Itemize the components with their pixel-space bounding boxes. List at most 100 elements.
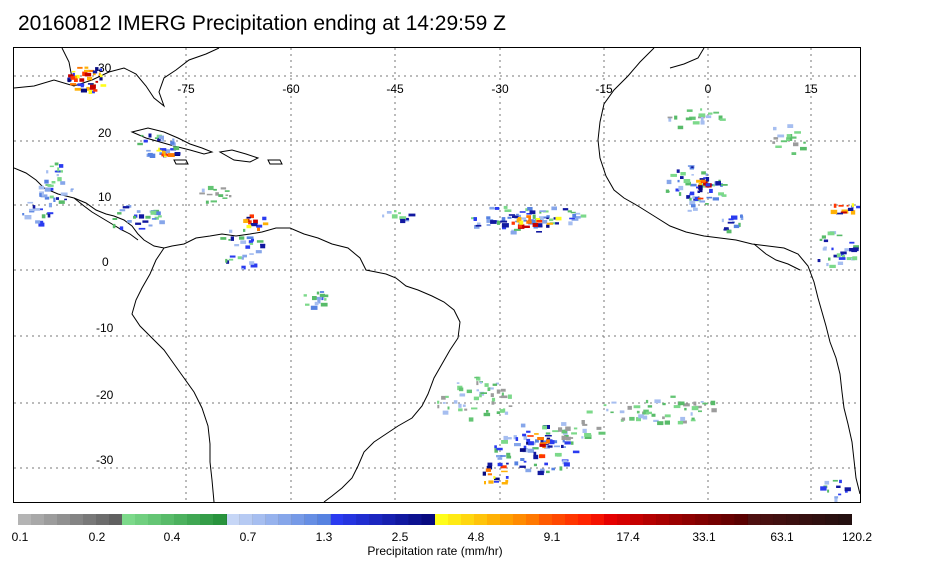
- precipitation-cell: [60, 181, 66, 185]
- precipitation-cell: [727, 221, 735, 224]
- precipitation-cell: [157, 137, 161, 142]
- colorbar-segment: [578, 514, 592, 525]
- precipitation-cell: [56, 197, 59, 200]
- precipitation-cell: [99, 68, 103, 72]
- precipitation-cell: [523, 460, 527, 463]
- colorbar-segment: [187, 514, 201, 525]
- precipitation-cell: [715, 181, 721, 186]
- precipitation-cell: [74, 78, 78, 82]
- precipitation-cell: [486, 224, 491, 226]
- precipitation-cell: [698, 182, 702, 185]
- precipitation-cell: [706, 196, 713, 199]
- colorbar-segment: [526, 514, 540, 525]
- precipitation-cell: [157, 215, 162, 218]
- precipitation-cell: [394, 210, 397, 213]
- precipitation-cell: [229, 229, 233, 233]
- precipitation-cell: [501, 482, 508, 485]
- precipitation-field: [22, 66, 860, 502]
- colorbar-segment: [304, 514, 319, 525]
- colorbar-segment: [330, 514, 345, 525]
- precipitation-cell: [582, 423, 588, 426]
- precipitation-cell: [826, 263, 829, 267]
- colorbar-segment: [838, 514, 853, 525]
- precipitation-cell: [224, 190, 230, 192]
- precipitation-cell: [794, 131, 801, 134]
- precipitation-cell: [543, 216, 549, 219]
- precipitation-cell: [521, 217, 527, 220]
- precipitation-cell: [84, 72, 92, 77]
- precipitation-cell: [693, 401, 697, 406]
- colorbar-segment: [135, 514, 149, 525]
- precipitation-cell: [475, 224, 482, 227]
- precipitation-cell: [487, 387, 491, 391]
- colorbar-segment: [669, 514, 684, 525]
- precipitation-cell: [773, 137, 779, 140]
- precipitation-cell: [536, 220, 543, 223]
- precipitation-cell: [675, 188, 680, 192]
- precipitation-cell: [243, 219, 249, 223]
- precipitation-cell: [514, 228, 521, 231]
- precipitation-cell: [47, 214, 51, 218]
- precipitation-cell: [534, 433, 539, 435]
- precipitation-cell: [546, 217, 549, 220]
- precipitation-cell: [248, 240, 254, 243]
- precipitation-cell: [844, 487, 851, 492]
- page-title: 20160812 IMERG Precipitation ending at 1…: [18, 12, 506, 35]
- precipitation-cell: [561, 435, 566, 440]
- precipitation-cell: [491, 401, 495, 405]
- precipitation-cell: [468, 417, 474, 422]
- precipitation-cell: [551, 206, 557, 211]
- precipitation-cell: [46, 170, 49, 174]
- precipitation-cell: [501, 470, 508, 473]
- precipitation-cell: [833, 203, 837, 208]
- precipitation-cell: [499, 409, 505, 413]
- precipitation-cell: [87, 76, 93, 81]
- precipitation-cell: [466, 389, 472, 394]
- coastline-gulf-of-guinea: [753, 243, 801, 271]
- precipitation-cell: [539, 210, 542, 214]
- precipitation-cell: [651, 413, 656, 417]
- precipitation-cell: [494, 448, 498, 453]
- precipitation-cell: [29, 208, 36, 212]
- colorbar-segment: [317, 514, 332, 525]
- precipitation-cell: [84, 69, 90, 73]
- precipitation-cell: [667, 116, 673, 119]
- precipitation-cell: [500, 395, 508, 399]
- precipitation-cell: [680, 416, 686, 421]
- precipitation-cell: [733, 224, 740, 229]
- precipitation-cell: [158, 135, 164, 139]
- precipitation-cell: [500, 455, 506, 457]
- precipitation-cell: [399, 216, 407, 220]
- precipitation-cell: [575, 216, 581, 219]
- precipitation-cell: [240, 240, 247, 244]
- precipitation-cell: [312, 296, 317, 301]
- precipitation-cell: [532, 223, 539, 227]
- precipitation-cell: [39, 193, 42, 197]
- precipitation-cell: [851, 203, 854, 208]
- precipitation-cell: [700, 116, 704, 121]
- coastline-puerto-rico: [267, 159, 283, 165]
- precipitation-cell: [686, 195, 691, 199]
- precipitation-cell: [728, 218, 734, 221]
- precipitation-cell: [486, 465, 493, 470]
- precipitation-cell: [523, 219, 528, 222]
- precipitation-cell: [838, 257, 846, 260]
- precipitation-cell: [856, 205, 860, 209]
- precipitation-cell: [241, 265, 246, 270]
- precipitation-cell: [27, 201, 34, 204]
- precipitation-cell: [92, 70, 98, 74]
- precipitation-cell: [565, 436, 571, 441]
- precipitation-cell: [518, 225, 523, 228]
- precipitation-cell: [148, 224, 153, 227]
- precipitation-cell: [789, 137, 793, 141]
- precipitation-cell: [503, 205, 508, 209]
- precipitation-cell: [828, 257, 831, 261]
- precipitation-cell: [636, 410, 640, 414]
- precipitation-cell: [564, 434, 569, 438]
- precipitation-cell: [722, 194, 727, 197]
- precipitation-cell: [44, 187, 51, 192]
- precipitation-cell: [222, 197, 228, 199]
- precipitation-cell: [256, 240, 264, 243]
- precipitation-cell: [691, 204, 696, 208]
- precipitation-cell: [710, 400, 716, 406]
